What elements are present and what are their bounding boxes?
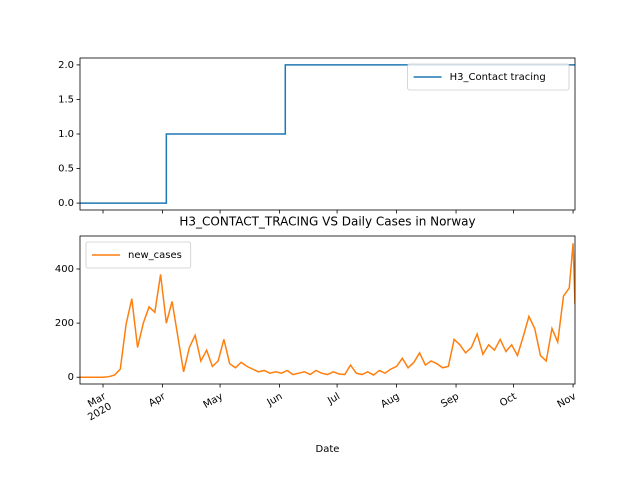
- legend-label: new_cases: [128, 250, 182, 261]
- x-axis-label: Date: [316, 444, 340, 455]
- series-line: [80, 64, 575, 204]
- y-tick-label: 200: [55, 318, 74, 329]
- legend-label: H3_Contact tracing: [450, 72, 546, 83]
- y-tick-label: 400: [55, 264, 74, 275]
- y-tick-label: 0.5: [58, 164, 74, 175]
- legend-box: [85, 241, 192, 269]
- y-tick-label: 2.0: [58, 60, 74, 71]
- y-tick-label: 0.0: [58, 198, 74, 209]
- y-tick-label: 0: [68, 372, 74, 383]
- axes-frame: [79, 57, 576, 211]
- chart-title: H3_CONTACT_TRACING VS Daily Cases in Nor…: [179, 215, 475, 229]
- y-tick-label: 1.0: [58, 129, 74, 140]
- y-tick-label: 1.5: [58, 94, 74, 105]
- legend-box: [407, 63, 570, 91]
- series-line: [80, 243, 575, 378]
- axes-frame: [79, 235, 576, 385]
